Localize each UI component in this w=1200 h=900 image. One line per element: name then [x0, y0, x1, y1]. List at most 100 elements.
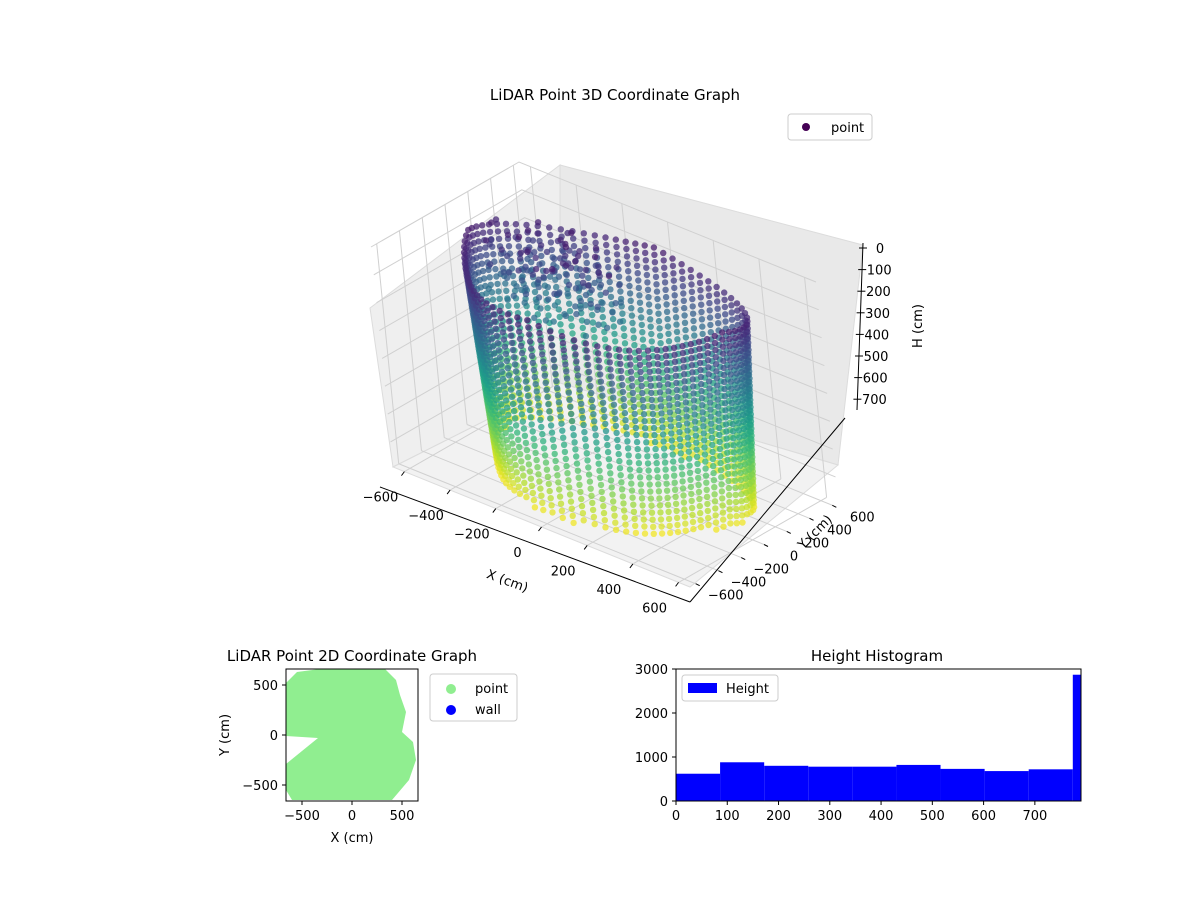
- data-point: [665, 330, 672, 337]
- data-point: [632, 529, 640, 537]
- y-tick-label: −600: [708, 589, 744, 604]
- data-point: [641, 523, 648, 530]
- y-axis-line: [689, 417, 846, 603]
- data-point: [687, 274, 695, 281]
- data-point: [538, 344, 545, 351]
- data-point: [564, 470, 571, 477]
- data-point: [599, 495, 606, 503]
- data-point: [689, 376, 696, 383]
- data-point: [588, 286, 595, 294]
- data-point: [543, 248, 551, 256]
- data-point: [612, 300, 619, 307]
- data-point: [505, 302, 512, 309]
- data-point: [613, 243, 620, 251]
- data-point: [636, 354, 643, 362]
- data-point: [737, 333, 744, 340]
- data-point: [612, 422, 620, 430]
- data-point: [507, 426, 514, 433]
- data-point: [489, 343, 496, 350]
- data-point: [640, 509, 647, 516]
- data-point: [651, 438, 659, 446]
- data-point: [562, 312, 570, 319]
- data-point: [544, 393, 551, 401]
- data-point: [523, 493, 530, 501]
- data-point: [732, 349, 740, 356]
- data-point: [647, 375, 654, 382]
- z-tick-label: 700: [862, 393, 887, 408]
- data-point: [649, 410, 657, 418]
- data-point: [691, 411, 698, 418]
- data-point: [688, 281, 695, 288]
- data-point: [664, 501, 672, 508]
- data-point: [678, 261, 685, 268]
- data-point: [561, 448, 569, 456]
- data-point: [663, 359, 670, 367]
- data-point: [637, 375, 645, 383]
- data-point: [635, 277, 642, 284]
- data-point: [576, 386, 583, 393]
- data-point: [708, 434, 716, 441]
- data-point: [660, 257, 667, 264]
- hist-y-ticks: 0 1000 2000 3000: [635, 663, 676, 810]
- data-point: [523, 221, 530, 229]
- data-point: [612, 236, 619, 243]
- data-point: [622, 417, 629, 424]
- data-point: [678, 464, 685, 471]
- data-point: [717, 459, 724, 467]
- data-point: [499, 408, 506, 415]
- data-point: [632, 247, 640, 255]
- data-point: [537, 337, 544, 344]
- data-point: [501, 390, 509, 397]
- data-point: [607, 470, 614, 477]
- data-point: [707, 399, 714, 406]
- data-point: [570, 242, 578, 250]
- wall-grid-line: [370, 161, 817, 283]
- data-point: [618, 374, 625, 382]
- data-point: [699, 409, 706, 416]
- data-point: [620, 395, 627, 403]
- data-point: [553, 283, 560, 291]
- data-point: [700, 423, 707, 430]
- data-point: [679, 478, 686, 485]
- data-point: [521, 371, 529, 378]
- data-point: [621, 402, 628, 410]
- data-point: [652, 273, 660, 281]
- x-tick-label: −200: [454, 528, 490, 543]
- data-point: [664, 494, 671, 501]
- data-point: [705, 285, 712, 292]
- data-point: [574, 372, 582, 379]
- data-point: [574, 252, 582, 260]
- data-point: [548, 429, 556, 436]
- data-point: [555, 273, 563, 280]
- data-point: [618, 486, 626, 493]
- data-point: [533, 388, 540, 395]
- data-point: [608, 373, 615, 380]
- data-point: [491, 357, 499, 365]
- data-point: [563, 271, 570, 279]
- hist-bar: [852, 766, 897, 801]
- data-point: [540, 274, 547, 281]
- data-point: [620, 500, 627, 507]
- data-point: [690, 325, 698, 332]
- data-point: [655, 310, 662, 317]
- data-point: [505, 318, 513, 325]
- data-point: [696, 502, 703, 510]
- data-point: [566, 491, 574, 498]
- data-point: [587, 382, 594, 390]
- data-point: [491, 318, 498, 325]
- data-point: [707, 321, 714, 329]
- data-point: [704, 342, 711, 350]
- data-point: [699, 330, 706, 338]
- data-point: [518, 277, 526, 284]
- data-point: [627, 368, 635, 375]
- data-point: [579, 272, 586, 279]
- data-point: [699, 323, 706, 330]
- data-point: [624, 260, 631, 267]
- data-point: [546, 231, 554, 239]
- hist-bar: [940, 768, 985, 801]
- data-point: [516, 396, 524, 404]
- data-point: [517, 404, 525, 411]
- data-point: [595, 263, 602, 270]
- data-point: [461, 238, 468, 245]
